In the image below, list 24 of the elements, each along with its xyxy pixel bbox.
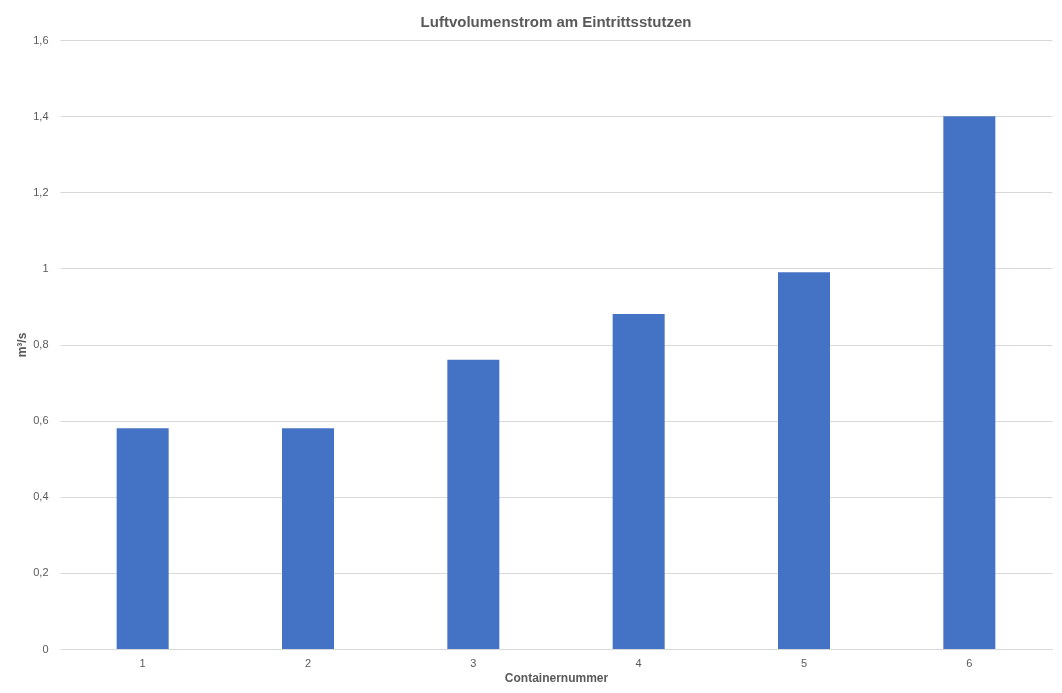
- bar: [943, 116, 996, 649]
- bar: [116, 428, 169, 649]
- x-axis-title: Containernummer: [504, 670, 609, 685]
- y-tick-label: 0: [42, 642, 49, 655]
- x-tick-label: 1: [139, 656, 146, 669]
- x-tick-label: 6: [966, 656, 973, 669]
- y-axis-title: m³/s: [15, 332, 30, 358]
- y-tick-label: 0,4: [33, 490, 49, 503]
- y-tick-label: 0,6: [33, 414, 49, 427]
- bar: [282, 428, 334, 649]
- x-tick-label: 3: [470, 656, 477, 669]
- y-tick-label: 0,2: [33, 566, 49, 579]
- x-tick-label: 4: [635, 656, 642, 669]
- y-tick-label: 1,6: [33, 33, 49, 46]
- x-tick-label: 5: [800, 656, 808, 669]
- y-tick-label: 1,4: [33, 109, 49, 122]
- x-tick-label: 2: [304, 656, 312, 669]
- y-tick-label: 1: [42, 261, 49, 274]
- y-tick-label: 0,8: [33, 338, 49, 350]
- bar: [778, 272, 830, 649]
- bar: [447, 359, 500, 649]
- chart-title: Luftvolumenstrom am Eintrittsstutzen: [420, 13, 692, 30]
- y-tick-label: 1,2: [33, 185, 49, 198]
- bar: [612, 314, 665, 649]
